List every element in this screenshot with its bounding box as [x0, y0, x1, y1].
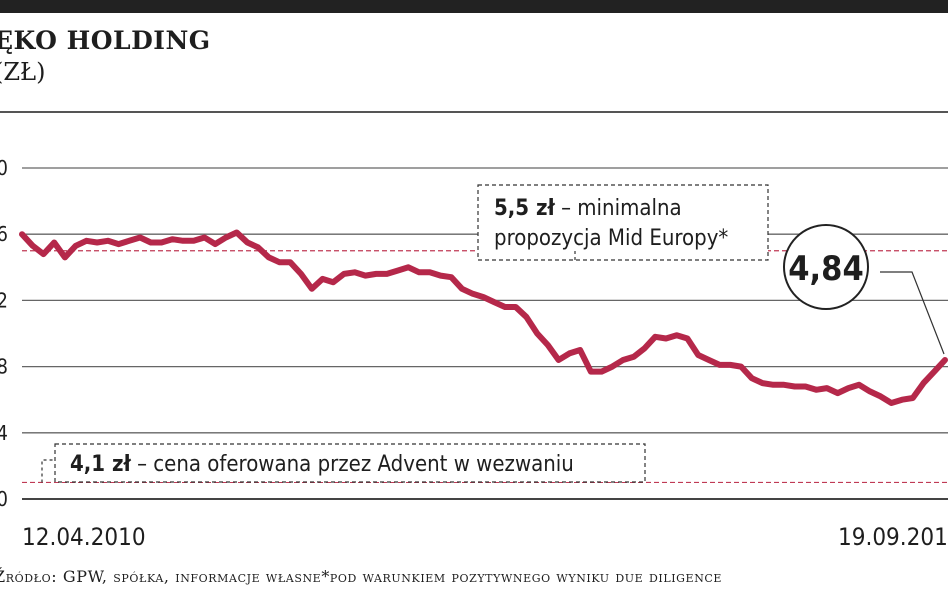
- y-axis-ticks: 4,0 4,4 4,8 5,2 5,6 6,0: [0, 156, 8, 511]
- chart-title: ĘKO HOLDING: [0, 26, 211, 55]
- series-line-price: [19, 229, 948, 406]
- ref-label-lower-text: – cena oferowana przez Advent w wezwaniu: [131, 452, 574, 477]
- ref-connector-lower: [41, 459, 55, 483]
- y-tick-label: 4,0: [0, 487, 8, 511]
- ref-label-lower-value: 4,1 zł: [70, 452, 131, 477]
- ref-label-box-lower: [54, 443, 646, 483]
- y-tick-label: 6,0: [0, 156, 8, 180]
- y-tick-label: 4,4: [0, 421, 8, 445]
- ref-label-upper-line2: propozycja Mid Europy*: [494, 226, 728, 251]
- ref-label-upper-line1: 5,5 zł – minimalna: [494, 196, 682, 221]
- ref-label-upper-text1: – minimalna: [555, 196, 682, 221]
- chart-unit-label: (ZŁ): [0, 58, 46, 86]
- x-axis-labels: 12.04.2010 19.09.2010: [22, 523, 948, 551]
- source-footnote: *pod warunkiem pozytywnego wyniku due di…: [321, 567, 723, 586]
- header-divider: [0, 111, 948, 113]
- annotations: 5,5 zł – minimalna propozycja Mid Europy*…: [41, 184, 945, 483]
- ref-label-box-upper: [477, 184, 769, 261]
- x-tick-label-end: 19.09.2010: [838, 523, 948, 551]
- top-bar: [0, 0, 948, 13]
- price-line-chart: 4,0 4,4 4,8 5,2 5,6 6,0 5,5 zł – minimalna pro…: [0, 156, 948, 551]
- last-value-circle: [783, 224, 869, 310]
- y-tick-label: 5,2: [0, 288, 8, 312]
- ref-label-upper-value: 5,5 zł: [494, 196, 555, 221]
- y-tick-label: 4,8: [0, 355, 8, 379]
- y-tick-label: 5,6: [0, 222, 8, 246]
- x-tick-label-start: 12.04.2010: [22, 523, 146, 551]
- ref-label-lower: 4,1 zł – cena oferowana przez Advent w w…: [70, 452, 574, 477]
- source-text: Źródło: GPW, spółka, informacje własne: [0, 567, 322, 586]
- last-value-label: 4,84: [788, 249, 863, 289]
- source-footer: Źródło: GPW, spółka, informacje własne*p…: [0, 567, 722, 586]
- last-value-connector: [880, 271, 945, 355]
